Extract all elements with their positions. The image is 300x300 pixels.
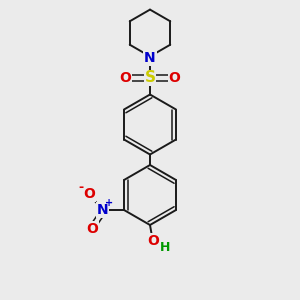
Text: O: O [83, 188, 95, 201]
Text: +: + [105, 198, 113, 208]
Text: O: O [169, 71, 181, 85]
Text: H: H [160, 241, 170, 254]
Text: O: O [86, 222, 98, 236]
Text: S: S [145, 70, 155, 86]
Text: O: O [148, 234, 160, 248]
Text: N: N [144, 52, 156, 65]
Text: N: N [97, 203, 108, 217]
Text: O: O [119, 71, 131, 85]
Text: -: - [78, 181, 83, 194]
